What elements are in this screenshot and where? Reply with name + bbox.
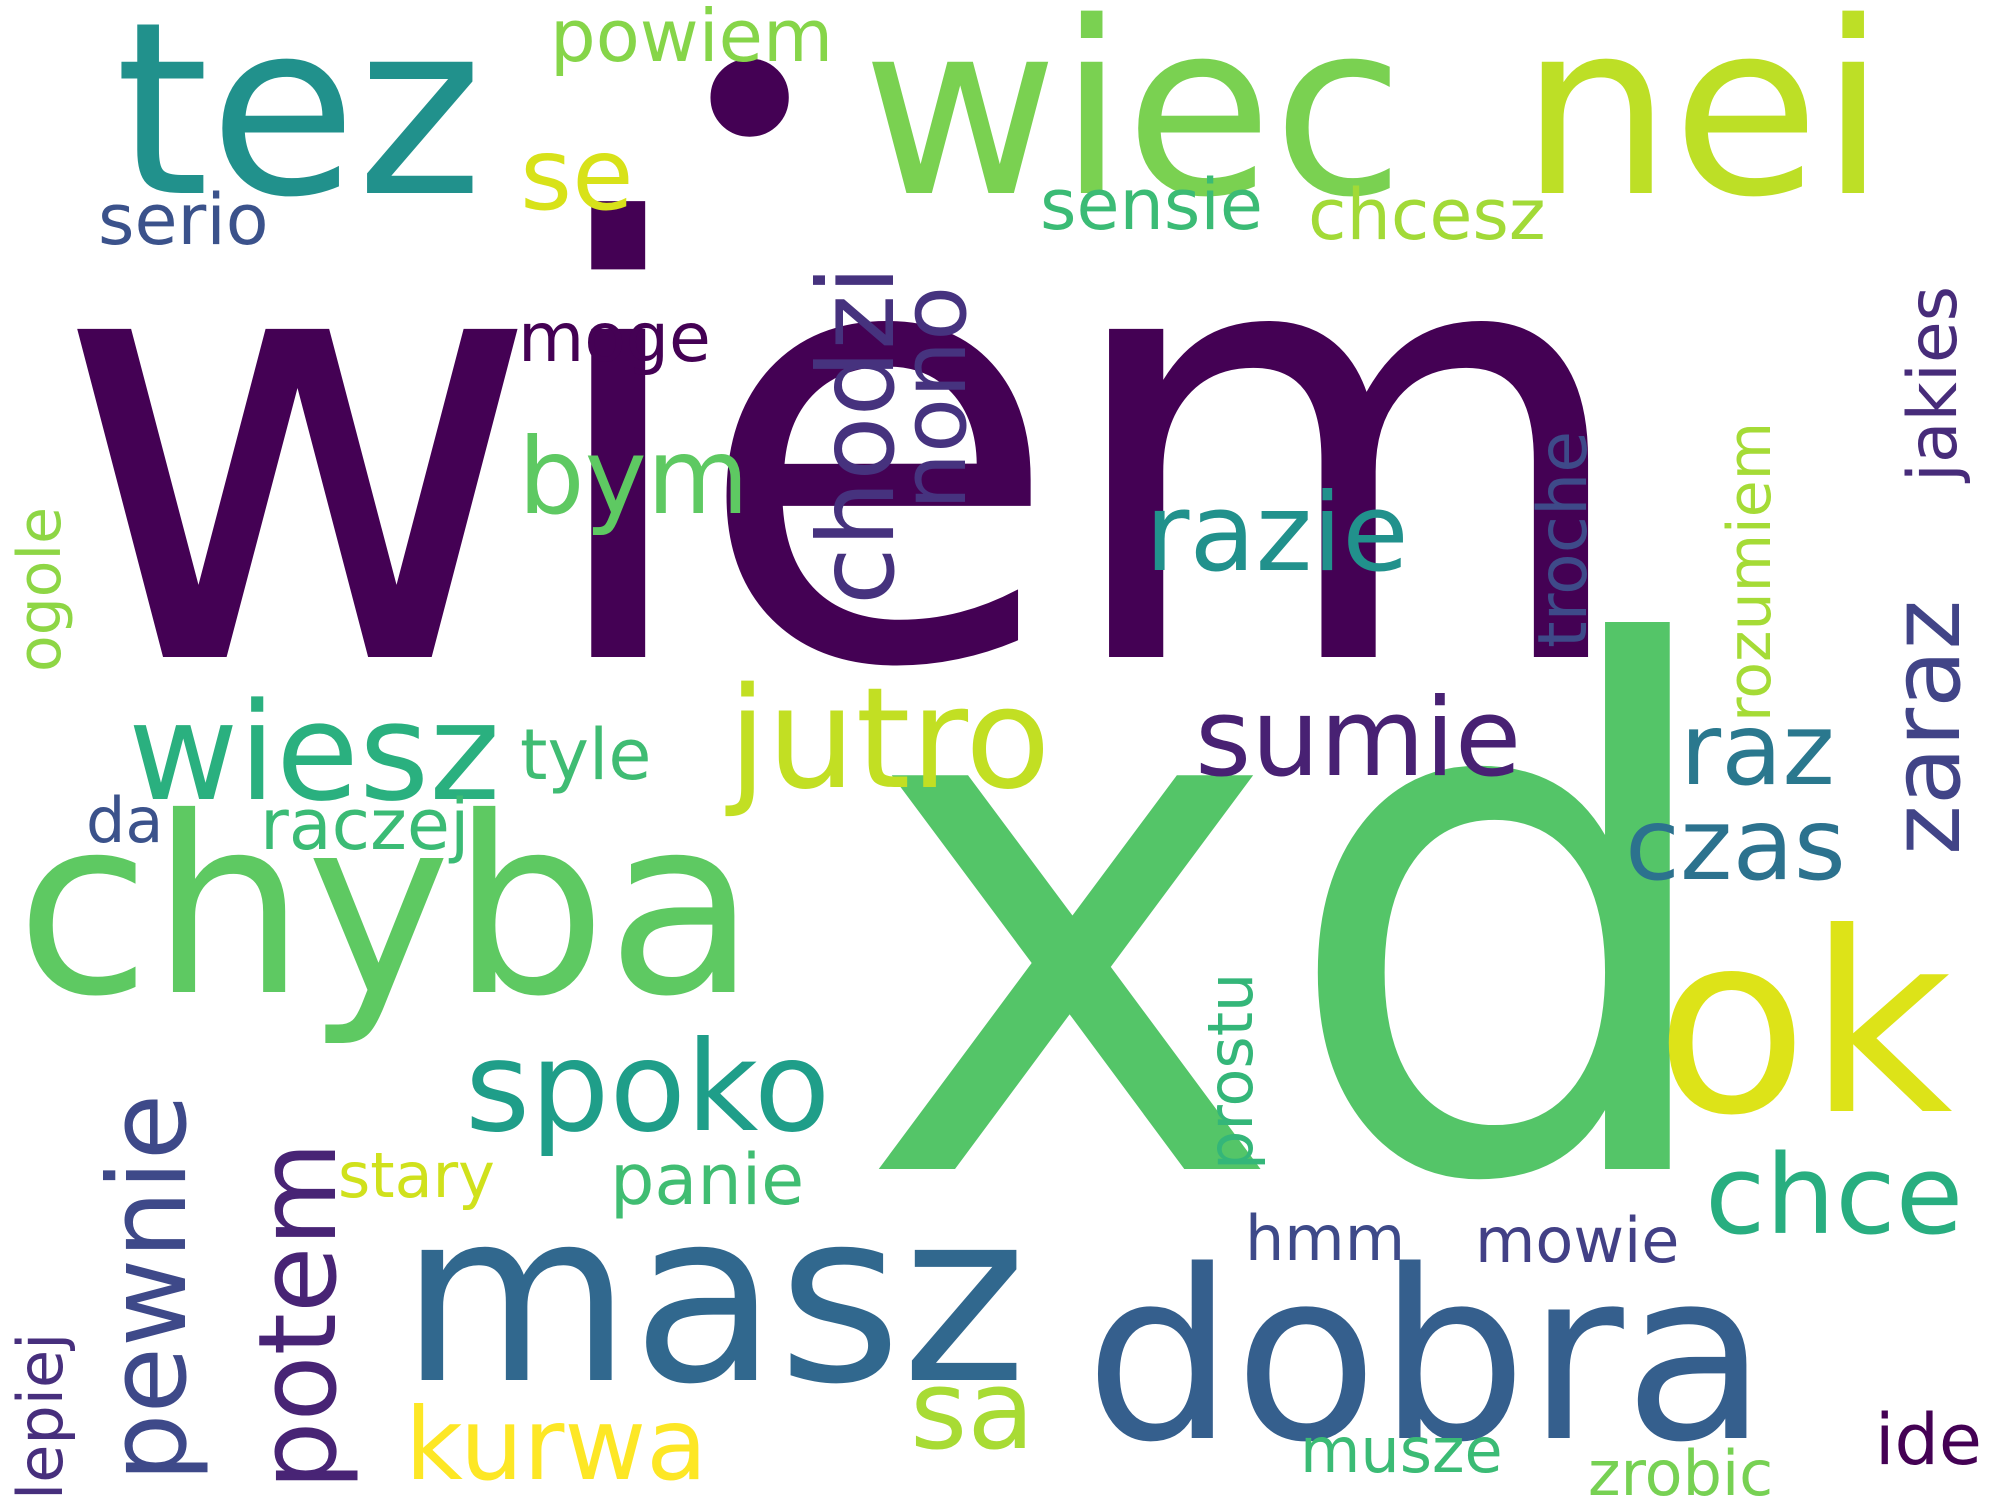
- word-nono: nono: [882, 285, 987, 510]
- word-czas: czas: [1625, 786, 1846, 903]
- word-bym: bym: [518, 416, 750, 538]
- word-sumie: sumie: [1195, 676, 1522, 801]
- word-raz: raz: [1680, 691, 1835, 808]
- word-serio: serio: [98, 179, 269, 261]
- word-razie: razie: [1145, 471, 1409, 596]
- word-dot: •: [670, 0, 830, 262]
- word-sensie: sensie: [1040, 164, 1263, 246]
- word-jutro: jutro: [728, 658, 1051, 821]
- word-pewnie: pewnie: [86, 1093, 211, 1482]
- word-wiec: wiec: [862, 0, 1405, 250]
- word-lepiej: lepiej: [4, 1332, 77, 1500]
- word-spoko: spoko: [465, 1015, 831, 1160]
- word-ogole: ogole: [5, 506, 75, 672]
- word-zaraz: zaraz: [1872, 599, 1982, 855]
- word-kurwa: kurwa: [405, 1386, 708, 1500]
- word-potem: potem: [236, 1141, 361, 1490]
- word-masz: masz: [400, 1160, 1027, 1437]
- word-stary: stary: [338, 1139, 495, 1212]
- word-ok: ok: [1655, 879, 1953, 1170]
- word-dobra: dobra: [1085, 1221, 1768, 1494]
- word-wiesz: wiesz: [128, 674, 501, 831]
- word-powiem: powiem: [550, 0, 834, 78]
- word-hmm: hmm: [1245, 1202, 1406, 1275]
- word-prostu: prostu: [1194, 972, 1267, 1170]
- word-da: da: [86, 784, 164, 857]
- word-se: se: [520, 116, 634, 233]
- word-wiem: wiem: [52, 100, 1639, 799]
- word-xd: xd: [858, 501, 1735, 1339]
- word-musze: musze: [1300, 1414, 1503, 1487]
- word-zrobic: zrobic: [1588, 1437, 1774, 1500]
- word-nei: nei: [1520, 0, 1887, 250]
- word-panie: panie: [610, 1139, 805, 1221]
- word-jakies: jakies: [1894, 285, 1973, 482]
- word-chce: chce: [1705, 1131, 1964, 1259]
- word-mowie: mowie: [1475, 1204, 1680, 1277]
- word-tyle: tyle: [520, 714, 652, 796]
- word-moge: moge: [518, 299, 711, 378]
- word-raczej: raczej: [260, 784, 470, 866]
- word-troche: troche: [1524, 430, 1603, 648]
- word-sa: sa: [910, 1346, 1035, 1474]
- word-chyba: chyba: [16, 765, 757, 1050]
- word-ide: ide: [1875, 1399, 1982, 1481]
- word-tez: tez: [115, 0, 483, 250]
- word-rozumiem: rozumiem: [1715, 421, 1785, 722]
- word-chcesz: chcesz: [1308, 174, 1546, 256]
